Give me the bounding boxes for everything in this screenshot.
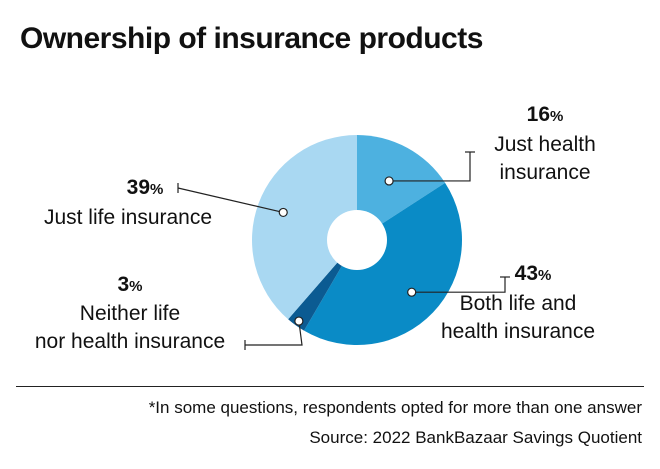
slice-marker-both-life-and-health-insurance [407,287,417,297]
slice-just-life-insurance [252,135,357,320]
pct-label-both-life-and-health-insurance: 43% [515,262,552,285]
footer-divider [16,386,644,387]
slice-label-just-health-insurance-line-1: Just health [494,133,596,156]
slice-both-life-and-health-insurance [304,182,463,346]
slice-marker-neither-life-nor-health-insurance [294,316,304,326]
slice-label-just-health-insurance-line-2: insurance [499,161,590,184]
slice-label-neither-life-nor-health-insurance-line-1: Neither life [80,302,180,325]
donut-chart: 16% Just health insurance 43% Both life and h… [35,103,596,353]
leader-line-both-life-and-health-insurance [411,277,506,293]
source-line: Source: 2022 BankBazaar Savings Quotient [309,428,642,447]
slice-just-health-insurance [357,135,446,240]
slice-marker-just-life-insurance [278,207,288,218]
leader-line-just-life-insurance [177,187,284,214]
slice-label-both-life-and-health-insurance-line-2: health insurance [441,320,595,343]
slice-label-neither-life-nor-health-insurance-line-2: nor health insurance [35,330,225,353]
slice-label-both-life-and-health-insurance-line-1: Both life and [460,292,577,315]
slice-marker-just-health-insurance [384,176,394,186]
slice-labels: 16% Just health insurance 43% Both life and h… [35,103,596,353]
footnote: *In some questions, respondents opted fo… [148,398,642,417]
pct-label-just-health-insurance: 16% [527,103,564,126]
leader-line-just-health-insurance [389,152,471,182]
chart-title: Ownership of insurance products [20,22,483,55]
slice-label-just-life-insurance-line-1: Just life insurance [44,206,212,229]
pct-label-neither-life-nor-health-insurance: 3% [117,273,142,296]
leader-lines [177,151,510,350]
pct-label-just-life-insurance: 39% [127,176,164,199]
donut-hole [327,210,387,270]
leader-line-neither-life-nor-health-insurance [245,320,303,346]
